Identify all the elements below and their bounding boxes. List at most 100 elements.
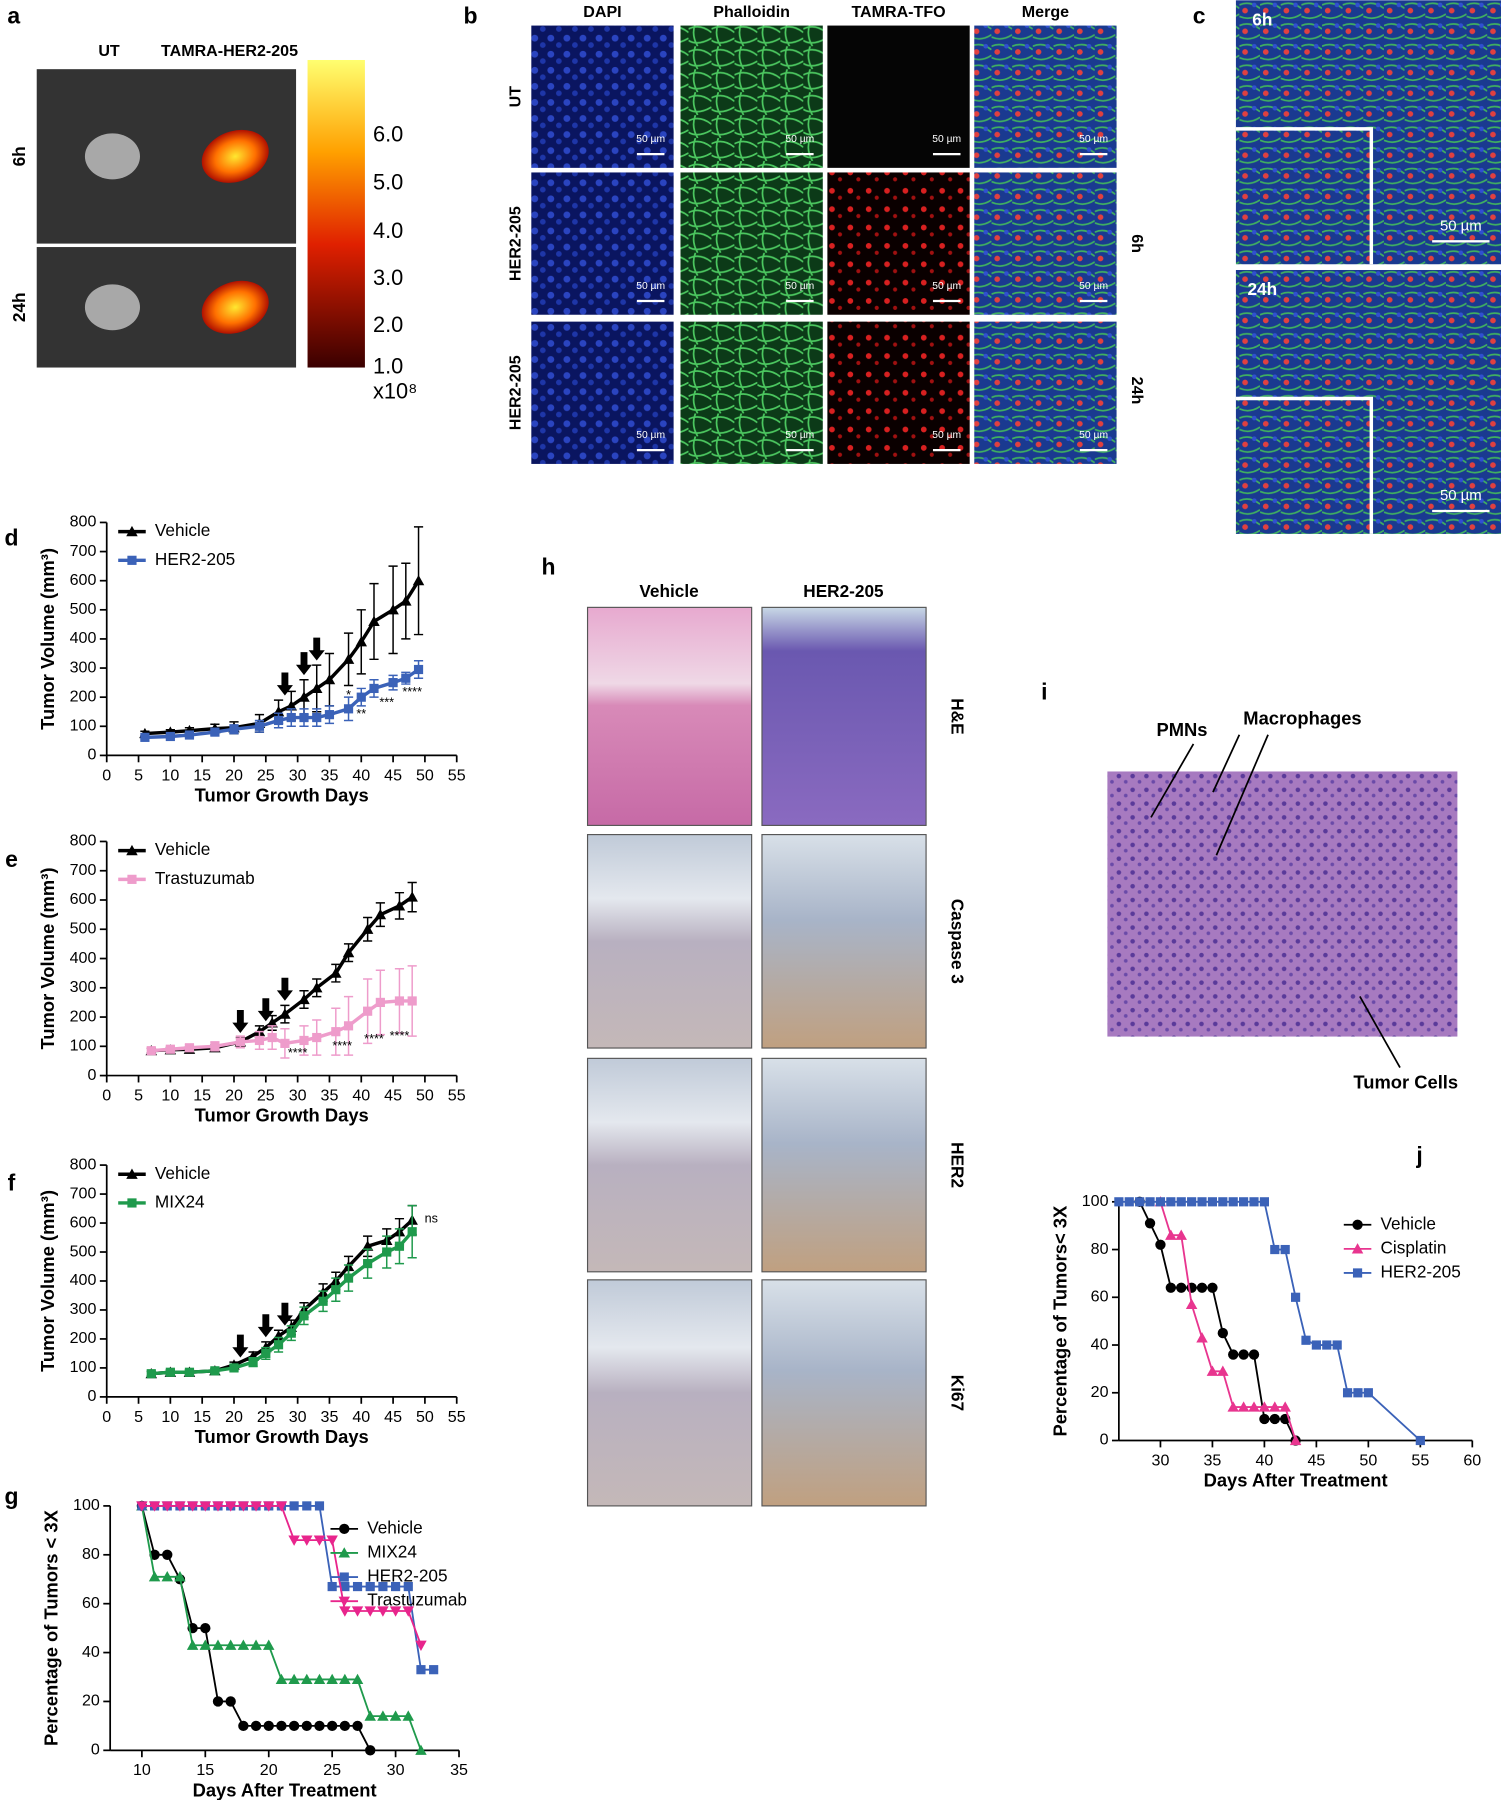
- data-point: [1135, 1197, 1145, 1207]
- significance-label: ****: [364, 1032, 384, 1046]
- data-point: [339, 1673, 351, 1685]
- scale-bar-label: 50 µm: [636, 281, 665, 292]
- data-point: [412, 574, 425, 586]
- data-point: [361, 1240, 374, 1251]
- data-point: [326, 1535, 338, 1546]
- data-point: [1124, 1197, 1134, 1207]
- y-tick-label: 40: [82, 1643, 100, 1661]
- data-point: [174, 1501, 186, 1512]
- data-point: [1270, 1244, 1280, 1255]
- annotation: Macrophages: [1243, 708, 1361, 729]
- y-tick-label: 0: [87, 1066, 96, 1084]
- data-point: [327, 1720, 338, 1732]
- significance-label: ****: [402, 685, 422, 699]
- micrograph: [827, 172, 970, 315]
- panel-letter: h: [542, 553, 556, 579]
- data-point: [312, 1032, 322, 1043]
- data-point: [263, 1720, 274, 1732]
- treatment-arrow: [257, 1314, 274, 1338]
- data-point: [1187, 1197, 1197, 1207]
- legend-marker: [126, 525, 138, 537]
- data-point: [275, 1673, 288, 1685]
- x-tick-label: 30: [1152, 1451, 1170, 1469]
- data-point: [393, 900, 406, 911]
- data-point: [406, 891, 418, 902]
- data-point: [161, 1571, 173, 1582]
- data-point: [210, 727, 220, 737]
- y-tick-label: 0: [87, 1387, 96, 1405]
- data-point: [184, 1043, 195, 1053]
- annotation: Tumor Cells: [1353, 1071, 1458, 1092]
- y-tick-label: 800: [70, 832, 97, 850]
- y-tick-label: 200: [70, 1329, 97, 1347]
- micrograph: [974, 321, 1117, 464]
- data-point: [1332, 1340, 1342, 1350]
- inset-frame: [1235, 396, 1374, 534]
- data-point: [199, 1639, 212, 1650]
- column-label: Merge: [1022, 3, 1069, 21]
- data-point: [1197, 1197, 1207, 1207]
- data-point: [254, 721, 265, 731]
- treatment-arrow: [276, 977, 293, 1001]
- data-point: [377, 1710, 389, 1721]
- legend-label: Vehicle: [367, 1517, 422, 1537]
- micrograph: [531, 172, 674, 315]
- y-tick-label: 100: [70, 1037, 97, 1055]
- tumor-signal: [201, 129, 269, 183]
- data-point: [186, 1501, 199, 1512]
- pointer-arrow: [1215, 734, 1269, 856]
- data-point: [273, 715, 284, 726]
- data-point: [148, 1501, 161, 1512]
- series-line: [151, 1218, 414, 1376]
- data-point: [237, 1501, 250, 1512]
- x-tick-label: 10: [161, 1408, 179, 1426]
- data-point: [352, 1720, 363, 1732]
- micrograph: [531, 25, 674, 168]
- row-label: 6h: [9, 146, 29, 166]
- micrograph: [680, 321, 823, 464]
- data-point: [342, 653, 355, 664]
- legend-marker: [339, 1523, 350, 1535]
- data-point: [186, 1639, 199, 1650]
- data-point: [237, 1639, 250, 1650]
- data-point: [340, 1581, 350, 1592]
- y-axis-title: Tumor Volume (mm³): [37, 1190, 58, 1372]
- data-point: [1114, 1197, 1124, 1207]
- data-point: [1145, 1197, 1155, 1207]
- x-tick-label: 35: [450, 1761, 468, 1779]
- y-tick-label: 700: [70, 1184, 97, 1202]
- data-point: [365, 1745, 376, 1756]
- pointer-arrow: [1150, 743, 1195, 818]
- y-tick-label: 20: [82, 1692, 100, 1710]
- data-point: [229, 724, 239, 734]
- y-tick-label: 200: [70, 687, 97, 705]
- x-axis-title: Tumor Growth Days: [195, 785, 369, 806]
- data-point: [365, 1581, 375, 1592]
- data-point: [1228, 1349, 1239, 1360]
- data-point: [387, 604, 399, 615]
- legend-label: Trastuzumab: [367, 1590, 467, 1610]
- x-tick-label: 5: [134, 1086, 143, 1104]
- x-tick-label: 5: [134, 1408, 143, 1426]
- data-point: [403, 1581, 413, 1592]
- data-point: [388, 678, 398, 688]
- data-point: [415, 1744, 427, 1755]
- column-label: Vehicle: [639, 581, 698, 601]
- data-point: [235, 1037, 245, 1047]
- data-point: [401, 673, 411, 683]
- data-point: [416, 1665, 426, 1675]
- data-point: [314, 1501, 325, 1511]
- legend-label: HER2-205: [1381, 1262, 1461, 1282]
- series-line: [151, 999, 413, 1053]
- data-point: [363, 1006, 373, 1016]
- tumor-untreated: [84, 133, 141, 180]
- data-point: [1259, 1413, 1270, 1425]
- data-point: [280, 1038, 290, 1048]
- y-tick-label: 700: [70, 542, 97, 560]
- x-tick-label: 45: [1307, 1451, 1325, 1469]
- data-point: [1258, 1401, 1271, 1412]
- y-tick-label: 800: [70, 513, 97, 531]
- data-point: [1165, 1229, 1177, 1240]
- row-label: HER2-205: [507, 206, 525, 281]
- x-tick-label: 15: [193, 766, 211, 784]
